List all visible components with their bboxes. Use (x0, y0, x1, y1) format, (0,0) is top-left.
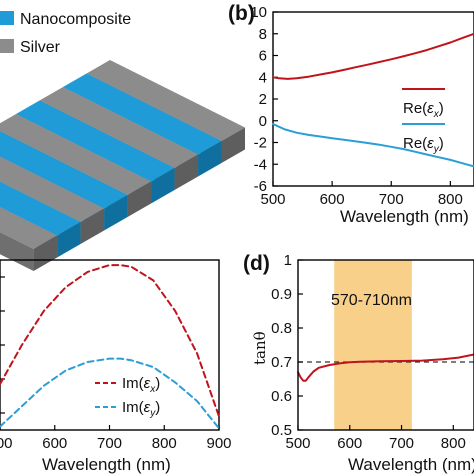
y-tick-label-d: 0.6 (271, 388, 292, 405)
stripe-top-silver (0, 156, 105, 222)
series-group-c (0, 264, 220, 430)
axis-ticks-b: 500 600 700 800 10 8 6 4 2 0 -2 -4 -6 (250, 4, 463, 208)
stripe-top-silver (39, 87, 199, 168)
y-tick-label-d: 0.9 (271, 286, 292, 303)
x-axis-title-b: Wavelength (nm) (340, 207, 469, 226)
x-tick-label-c: 500 (0, 435, 13, 452)
stripe-schematic (0, 60, 245, 271)
y-tick-label-b: 0 (259, 113, 267, 130)
y-tick-label-b: 2 (259, 91, 267, 108)
series-group-b (272, 32, 474, 168)
panel-label-d: (d) (243, 252, 270, 275)
stripe-end-nanocomposite (151, 168, 175, 204)
stripe-top-nanocomposite (16, 100, 175, 182)
panel-c: 500 600 700 800 900 Im(εx) Im(εy) Wavelength… (0, 259, 232, 474)
panel-b: (b) 500 600 700 800 10 8 6 4 2 0 -2 -4 -6 Re(εx) Re(… (228, 2, 474, 226)
plot-frame-b (272, 11, 474, 187)
legend-label-re-x: Re(εx) (403, 100, 444, 120)
series-line-d-tan-theta (297, 353, 474, 382)
plot-frame-c (0, 259, 220, 431)
y-tick-label-b: 4 (259, 69, 267, 86)
legend-label-im-x: Im(εx) (122, 375, 160, 395)
stripe-end-nanocomposite (104, 195, 128, 231)
legend-a: Nanocomposite Silver (0, 11, 131, 56)
stripe-end-silver (221, 127, 245, 163)
stripe-top-silver (0, 206, 58, 249)
series-line-b-re-x (272, 32, 474, 80)
stripe-side-silver (0, 232, 34, 271)
legend-label-re-y: Re(εy) (403, 135, 444, 155)
y-tick-label-b: -2 (254, 135, 267, 152)
y-tick-label-d: 0.7 (271, 354, 292, 371)
stripe-end-silver (80, 208, 105, 244)
x-axis-title-d: Wavelength (nm) (348, 455, 474, 474)
x-tick-label-b: 700 (379, 191, 404, 208)
x-tick-label-d: 500 (285, 435, 310, 452)
legend-label-nanocomposite: Nanocomposite (20, 11, 131, 28)
x-tick-label-b: 600 (320, 191, 345, 208)
panel-label-b: (b) (228, 2, 255, 25)
panel-a: Nanocomposite Silver (0, 11, 245, 271)
legend-swatch-nanocomposite (0, 11, 14, 25)
stripe-top-nanocomposite (63, 73, 222, 155)
y-axis-title-d: tanθ (251, 331, 269, 365)
stripe-top-silver (86, 60, 245, 141)
x-tick-label-d: 800 (441, 435, 466, 452)
legend-label-im-y: Im(εy) (122, 399, 160, 419)
series-line-c-im-y (0, 357, 220, 430)
y-tick-label-d: 0.8 (271, 320, 292, 337)
x-tick-label-c: 700 (97, 435, 122, 452)
band-label: 570-710nm (331, 292, 412, 309)
stripe-top-nanocomposite (0, 131, 128, 209)
legend-label-silver: Silver (20, 39, 61, 56)
plot-frame-d (297, 259, 474, 431)
axis-ticks-c: 500 600 700 800 900 (0, 276, 232, 452)
stripe-end-nanocomposite (57, 222, 81, 258)
legend-c: Im(εx) Im(εy) (95, 375, 160, 419)
series-group-d (297, 353, 474, 382)
legend-swatch-silver (0, 39, 14, 53)
y-tick-label-b: -4 (254, 156, 267, 173)
series-line-c-im-x (0, 264, 220, 418)
stripe-end-silver (174, 154, 199, 190)
stripe-end-silver (127, 181, 152, 217)
y-tick-label-b: -6 (254, 178, 267, 195)
panel-d: (d) 500 600 700 800 1 0.9 0.8 0.7 0.6 0.5 570-710… (243, 252, 474, 474)
stripe-top-silver (0, 114, 152, 195)
x-tick-label-b: 800 (438, 191, 463, 208)
y-tick-label-b: 6 (259, 48, 267, 65)
y-tick-label-d: 1 (284, 252, 292, 269)
x-tick-label-c: 900 (206, 435, 231, 452)
stripe-end-nanocomposite (198, 141, 222, 177)
stripe-end-silver (33, 235, 58, 271)
x-tick-label-d: 600 (337, 435, 362, 452)
y-tick-label-b: 8 (259, 26, 267, 43)
x-tick-label-c: 600 (42, 435, 67, 452)
stripe-top-nanocomposite (0, 181, 81, 236)
y-tick-label-d: 0.5 (271, 422, 292, 439)
axis-ticks-d: 500 600 700 800 1 0.9 0.8 0.7 0.6 0.5 (271, 252, 466, 452)
wavelength-band-highlight (334, 260, 412, 430)
series-line-b-re-y (272, 123, 474, 168)
x-tick-label-b: 500 (260, 191, 285, 208)
legend-b: Re(εx) Re(εy) (402, 88, 445, 155)
x-tick-label-d: 700 (389, 435, 414, 452)
y-tick-label-b: 10 (250, 4, 267, 21)
x-axis-title-c: Wavelength (nm) (42, 455, 171, 474)
x-tick-label-c: 800 (152, 435, 177, 452)
